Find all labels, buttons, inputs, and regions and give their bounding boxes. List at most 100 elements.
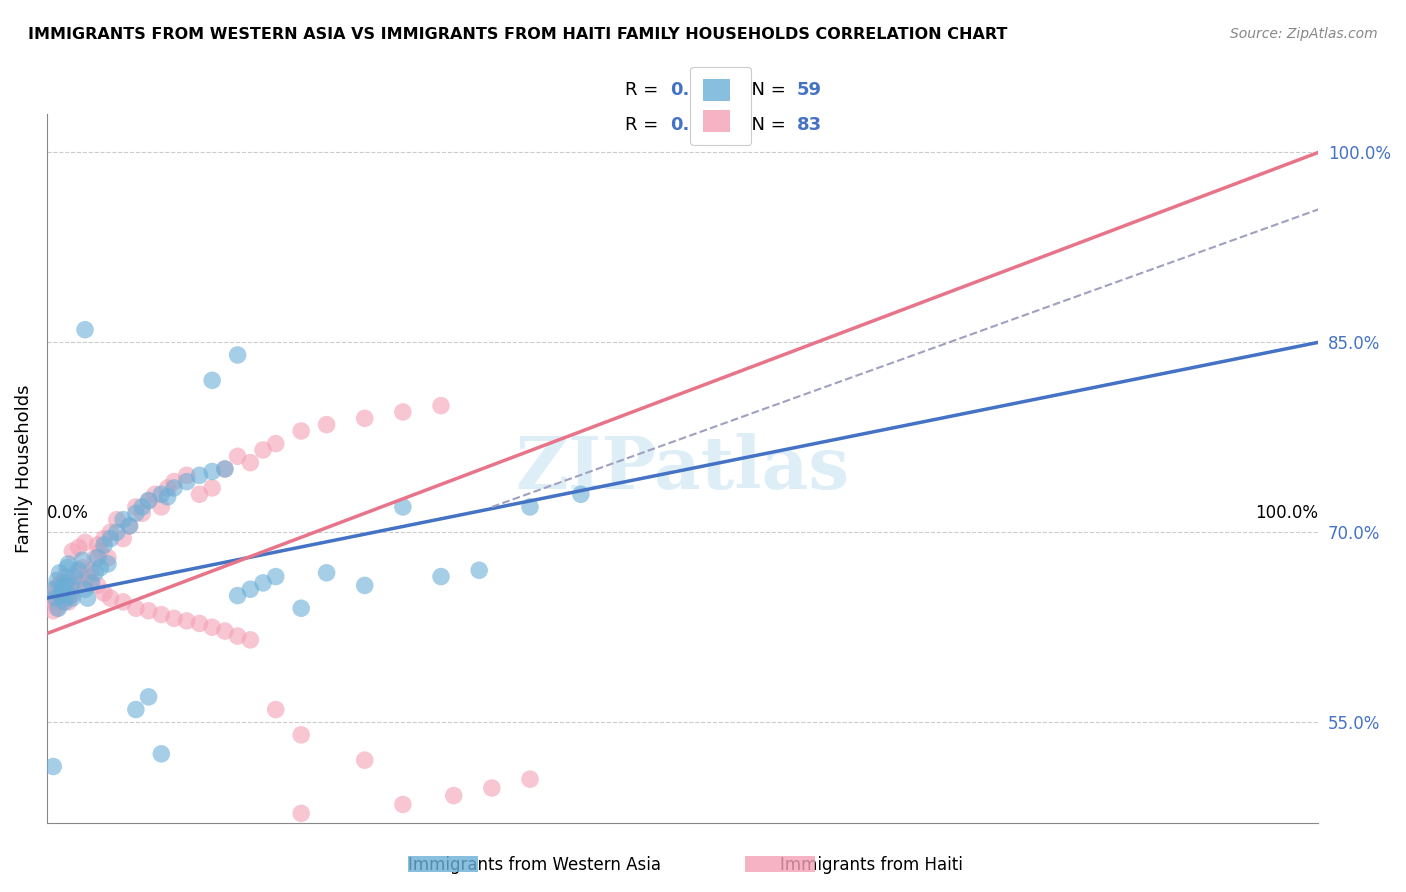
Point	[118, 519, 141, 533]
Point	[569, 487, 592, 501]
Point	[519, 772, 541, 787]
Point	[55, 575, 77, 590]
Point	[290, 806, 312, 821]
Text: N =: N =	[740, 80, 792, 99]
Point	[73, 582, 96, 597]
Text: R =: R =	[626, 80, 665, 99]
Point	[89, 560, 111, 574]
Point	[52, 586, 75, 600]
Point	[55, 569, 77, 583]
Point	[290, 424, 312, 438]
Point	[80, 563, 103, 577]
Point	[214, 624, 236, 638]
Point	[56, 560, 79, 574]
Point	[188, 468, 211, 483]
Point	[430, 399, 453, 413]
Text: 59: 59	[797, 80, 823, 99]
Point	[112, 532, 135, 546]
Point	[150, 747, 173, 761]
Point	[53, 595, 76, 609]
Text: 83: 83	[797, 116, 823, 134]
Point	[46, 601, 69, 615]
Point	[73, 575, 96, 590]
Point	[58, 557, 80, 571]
Point	[80, 575, 103, 590]
Point	[392, 797, 415, 812]
Point	[97, 550, 120, 565]
Point	[138, 604, 160, 618]
Point	[125, 500, 148, 514]
Point	[100, 591, 122, 606]
Point	[72, 553, 94, 567]
Point	[519, 500, 541, 514]
Point	[87, 550, 110, 565]
Point	[353, 411, 375, 425]
Point	[468, 563, 491, 577]
Point	[150, 487, 173, 501]
Point	[42, 604, 65, 618]
Point	[353, 753, 375, 767]
Point	[97, 557, 120, 571]
Point	[239, 582, 262, 597]
Point	[392, 405, 415, 419]
Point	[42, 582, 65, 597]
Point	[44, 595, 66, 609]
Point	[89, 544, 111, 558]
Point	[201, 373, 224, 387]
Text: Immigrants from Haiti: Immigrants from Haiti	[780, 856, 963, 874]
Point	[58, 595, 80, 609]
Point	[67, 563, 90, 577]
Point	[188, 616, 211, 631]
Point	[48, 566, 70, 580]
Point	[252, 575, 274, 590]
Point	[59, 582, 82, 597]
Point	[176, 468, 198, 483]
Point	[45, 582, 67, 597]
Point	[125, 702, 148, 716]
Point	[112, 595, 135, 609]
Point	[105, 513, 128, 527]
Point	[315, 566, 337, 580]
Point	[252, 442, 274, 457]
Point	[150, 500, 173, 514]
Point	[201, 465, 224, 479]
Point	[60, 575, 83, 590]
Point	[87, 538, 110, 552]
Point	[163, 475, 186, 489]
Point	[131, 506, 153, 520]
Point	[264, 436, 287, 450]
Point	[443, 789, 465, 803]
Text: Source: ZipAtlas.com: Source: ZipAtlas.com	[1230, 27, 1378, 41]
Point	[63, 578, 86, 592]
Point	[430, 569, 453, 583]
Point	[51, 582, 73, 597]
Point	[73, 323, 96, 337]
Point	[87, 578, 110, 592]
Point	[163, 611, 186, 625]
Point	[67, 566, 90, 580]
Text: Immigrants from Western Asia: Immigrants from Western Asia	[408, 856, 661, 874]
Text: 100.0%: 100.0%	[1256, 504, 1319, 523]
Point	[163, 481, 186, 495]
Point	[45, 591, 67, 606]
Point	[125, 506, 148, 520]
Point	[264, 702, 287, 716]
Point	[290, 728, 312, 742]
Text: 0.0%: 0.0%	[46, 504, 89, 523]
Point	[353, 578, 375, 592]
Legend: , : ,	[690, 67, 751, 145]
Point	[131, 500, 153, 514]
Point	[176, 614, 198, 628]
Point	[53, 591, 76, 606]
Point	[226, 629, 249, 643]
Point	[226, 348, 249, 362]
Point	[46, 601, 69, 615]
Point	[239, 456, 262, 470]
Point	[84, 550, 107, 565]
Point	[138, 690, 160, 704]
Point	[49, 589, 72, 603]
Point	[150, 607, 173, 622]
Point	[226, 589, 249, 603]
Point	[49, 575, 72, 590]
Point	[59, 589, 82, 603]
